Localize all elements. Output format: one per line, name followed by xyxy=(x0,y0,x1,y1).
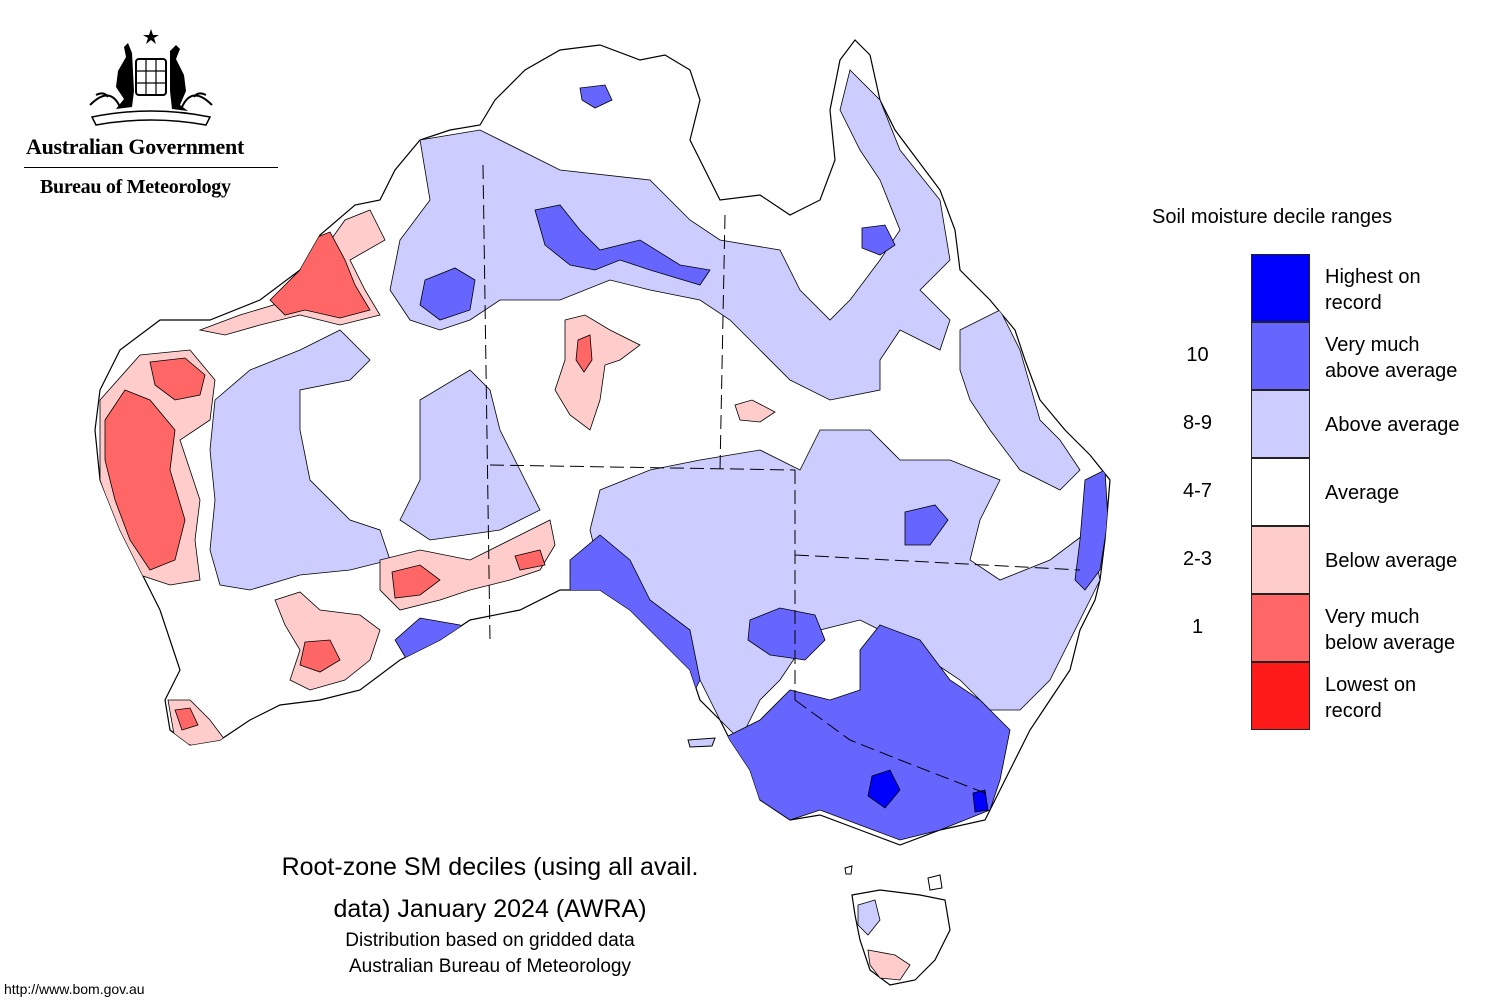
legend-label: Very much below average xyxy=(1325,606,1456,654)
zone-vmbelow-south xyxy=(299,639,341,673)
coat-of-arms-logo xyxy=(89,29,213,126)
zone-vmbelow-eucla xyxy=(514,549,546,571)
coat-of-arms-wattle xyxy=(89,92,213,108)
legend-item-average: 4-7 Average xyxy=(1150,458,1480,526)
legend-label: Average xyxy=(1325,482,1400,504)
zone-vmabove-cape xyxy=(579,84,613,109)
zone-vmabove-kimberley xyxy=(419,267,476,321)
zone-above-central xyxy=(399,369,541,541)
legend-swatch-highest xyxy=(1251,254,1310,322)
zone-highest-vic xyxy=(867,769,901,809)
legend-range: 8-9 xyxy=(1183,412,1212,434)
legend-label: Highest on record xyxy=(1325,266,1421,314)
legend-label: Very much above average xyxy=(1325,334,1458,382)
logo-divider xyxy=(24,167,278,168)
coat-of-arms-shield-grid xyxy=(136,59,166,95)
zone-vmbelow-midwest xyxy=(149,357,206,401)
footer-url: http://www.bom.gov.au xyxy=(4,981,145,997)
tasmania-above xyxy=(857,899,881,936)
legend-range: 2-3 xyxy=(1183,548,1212,570)
legend-item-highest: Highest on record xyxy=(1150,254,1480,322)
legend-label: Below average xyxy=(1325,550,1458,572)
coat-of-arms-scroll xyxy=(90,110,212,126)
zone-above-north xyxy=(389,69,951,401)
zone-vmbelow-sw xyxy=(174,707,199,731)
zone-above-east xyxy=(589,429,1101,741)
border-qld-nsw xyxy=(794,554,1081,571)
zone-above-northeast xyxy=(959,309,1081,491)
government-name: Australian Government xyxy=(26,134,244,159)
caption-line-4: Australian Bureau of Meteorology xyxy=(349,956,631,977)
coat-of-arms-star xyxy=(143,29,159,44)
legend-range: 1 xyxy=(1191,616,1204,638)
coat-of-arms-shield xyxy=(135,58,167,96)
border-nsw-vic xyxy=(794,699,991,796)
legend-swatch-very-much-below xyxy=(1251,594,1310,662)
zone-vmbelow-goldfields xyxy=(391,564,441,599)
zone-vmabove-qld-north xyxy=(861,224,896,256)
zone-vmabove-nsw-inner xyxy=(747,607,826,661)
legend-swatch-average xyxy=(1251,458,1310,526)
legend-range: 10 xyxy=(1186,344,1209,366)
legend-swatch-lowest xyxy=(1251,662,1310,730)
legend-swatch-very-much-above xyxy=(1251,322,1310,390)
state-borders xyxy=(482,164,1081,796)
legend-item-lowest: Lowest on record xyxy=(1150,662,1480,730)
zone-vmbelow-westcoast xyxy=(104,389,186,571)
border-nt-sa xyxy=(489,464,796,471)
legend-item-very-much-above: 10 Very much above average xyxy=(1150,322,1480,390)
coat-of-arms-emu xyxy=(170,45,188,111)
legend-swatch-below xyxy=(1251,526,1310,594)
legend-item-below: 2-3 Below average xyxy=(1150,526,1480,594)
zone-vmabove-se xyxy=(719,624,1011,841)
zone-vmabove-qld-inner xyxy=(904,504,949,546)
agency-name: Bureau of Meteorology xyxy=(40,176,231,198)
legend-item-above: 8-9 Above average xyxy=(1150,390,1480,458)
zone-vmabove-nt-1 xyxy=(534,204,711,286)
bass-strait-island xyxy=(844,865,853,875)
legend-item-very-much-below: 1 Very much below average xyxy=(1150,594,1480,662)
zone-vmbelow-central xyxy=(575,334,593,373)
legend-range: 4-7 xyxy=(1183,480,1212,502)
caption-line-2: data) January 2024 (AWRA) xyxy=(333,895,647,923)
zone-above-west xyxy=(209,329,391,591)
legend-label: Above average xyxy=(1325,414,1460,436)
legend-label: Lowest on record xyxy=(1325,674,1417,722)
border-nt-qld xyxy=(719,214,726,471)
caption-line-1: Root-zone SM deciles (using all avail. xyxy=(281,853,699,881)
flinders-island xyxy=(927,874,943,891)
caption-line-3: Distribution based on gridded data xyxy=(345,930,635,951)
zone-below-central xyxy=(554,314,641,431)
tasmania-below xyxy=(867,949,911,981)
kangaroo-island xyxy=(687,737,716,748)
zone-vmabove-qld-coast xyxy=(1074,469,1109,591)
zone-below-nt-small xyxy=(734,399,776,423)
coat-of-arms-kangaroo xyxy=(116,43,134,109)
legend-swatch-above xyxy=(1251,390,1310,458)
legend-title: Soil moisture decile ranges xyxy=(1152,206,1393,228)
